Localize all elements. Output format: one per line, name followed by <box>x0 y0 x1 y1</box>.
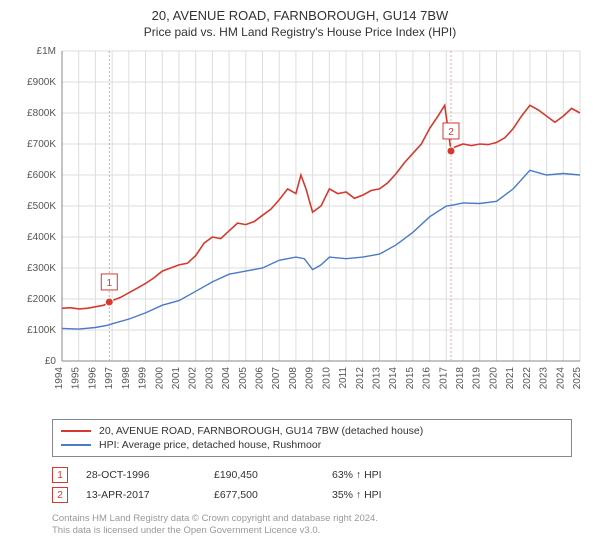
sales-table: 1 28-OCT-1996 £190,450 63% ↑ HPI 2 13-APR-201… <box>52 465 572 505</box>
svg-text:2003: 2003 <box>204 367 215 390</box>
svg-text:1999: 1999 <box>138 367 149 390</box>
legend-item: HPI: Average price, detached house, Rush… <box>61 438 563 452</box>
svg-text:2010: 2010 <box>321 367 332 390</box>
svg-text:2020: 2020 <box>488 367 499 390</box>
legend-label: 20, AVENUE ROAD, FARNBOROUGH, GU14 7BW (… <box>99 425 423 437</box>
svg-text:1: 1 <box>107 278 113 289</box>
svg-text:2025: 2025 <box>572 367 583 390</box>
svg-text:2007: 2007 <box>271 367 282 390</box>
legend-swatch <box>61 444 91 446</box>
sale-badge: 1 <box>52 467 68 483</box>
svg-text:2006: 2006 <box>255 367 266 390</box>
sale-row: 1 28-OCT-1996 £190,450 63% ↑ HPI <box>52 465 572 485</box>
sale-date: 13-APR-2017 <box>86 489 196 501</box>
sale-delta: 35% ↑ HPI <box>332 489 432 501</box>
legend-box: 20, AVENUE ROAD, FARNBOROUGH, GU14 7BW (… <box>52 419 572 457</box>
svg-text:1997: 1997 <box>104 367 115 390</box>
page-title: 20, AVENUE ROAD, FARNBOROUGH, GU14 7BW <box>0 8 600 23</box>
sale-delta: 63% ↑ HPI <box>332 469 432 481</box>
svg-text:2005: 2005 <box>238 367 249 390</box>
svg-text:2013: 2013 <box>371 367 382 390</box>
legend-swatch <box>61 430 91 432</box>
svg-text:2: 2 <box>448 127 454 138</box>
svg-text:2004: 2004 <box>221 367 232 390</box>
svg-text:£200K: £200K <box>27 294 56 305</box>
svg-text:2009: 2009 <box>305 367 316 390</box>
footer-line-2: This data is licensed under the Open Gov… <box>52 525 588 537</box>
svg-text:2012: 2012 <box>355 367 366 390</box>
sale-marker-dot <box>105 298 113 306</box>
svg-text:2018: 2018 <box>455 367 466 390</box>
svg-text:2015: 2015 <box>405 367 416 390</box>
svg-text:£400K: £400K <box>27 232 56 243</box>
sale-marker-dot <box>447 147 455 155</box>
svg-text:£0: £0 <box>45 356 57 367</box>
svg-text:2024: 2024 <box>555 367 566 390</box>
svg-text:2023: 2023 <box>539 367 550 390</box>
sale-price: £190,450 <box>214 469 314 481</box>
svg-text:£100K: £100K <box>27 325 56 336</box>
svg-text:2016: 2016 <box>422 367 433 390</box>
svg-text:2017: 2017 <box>438 367 449 390</box>
svg-text:2008: 2008 <box>288 367 299 390</box>
svg-text:£1M: £1M <box>37 46 56 57</box>
svg-text:1998: 1998 <box>121 367 132 390</box>
legend-label: HPI: Average price, detached house, Rush… <box>99 439 321 451</box>
svg-text:£700K: £700K <box>27 139 56 150</box>
page-subtitle: Price paid vs. HM Land Registry's House … <box>0 25 600 39</box>
svg-text:2000: 2000 <box>154 367 165 390</box>
svg-text:2021: 2021 <box>505 367 516 390</box>
svg-text:2011: 2011 <box>338 367 349 389</box>
legend-item: 20, AVENUE ROAD, FARNBOROUGH, GU14 7BW (… <box>61 424 563 438</box>
svg-text:2002: 2002 <box>188 367 199 390</box>
sale-badge: 2 <box>52 487 68 503</box>
price-chart: £0 £100K £200K £300K £400K £500K £600K £700K £80… <box>10 43 590 413</box>
footer-line-1: Contains HM Land Registry data © Crown c… <box>52 513 588 525</box>
svg-text:2019: 2019 <box>472 367 483 390</box>
svg-text:£800K: £800K <box>27 108 56 119</box>
svg-text:£900K: £900K <box>27 77 56 88</box>
svg-text:£500K: £500K <box>27 201 56 212</box>
svg-text:£300K: £300K <box>27 263 56 274</box>
svg-text:£600K: £600K <box>27 170 56 181</box>
sale-row: 2 13-APR-2017 £677,500 35% ↑ HPI <box>52 485 572 505</box>
svg-text:1994: 1994 <box>54 367 65 390</box>
sale-date: 28-OCT-1996 <box>86 469 196 481</box>
svg-text:2014: 2014 <box>388 367 399 390</box>
svg-text:1996: 1996 <box>87 367 98 390</box>
sale-price: £677,500 <box>214 489 314 501</box>
footer-attribution: Contains HM Land Registry data © Crown c… <box>52 513 588 538</box>
svg-text:2022: 2022 <box>522 367 533 390</box>
svg-text:2001: 2001 <box>171 367 182 390</box>
svg-text:1995: 1995 <box>71 367 82 390</box>
